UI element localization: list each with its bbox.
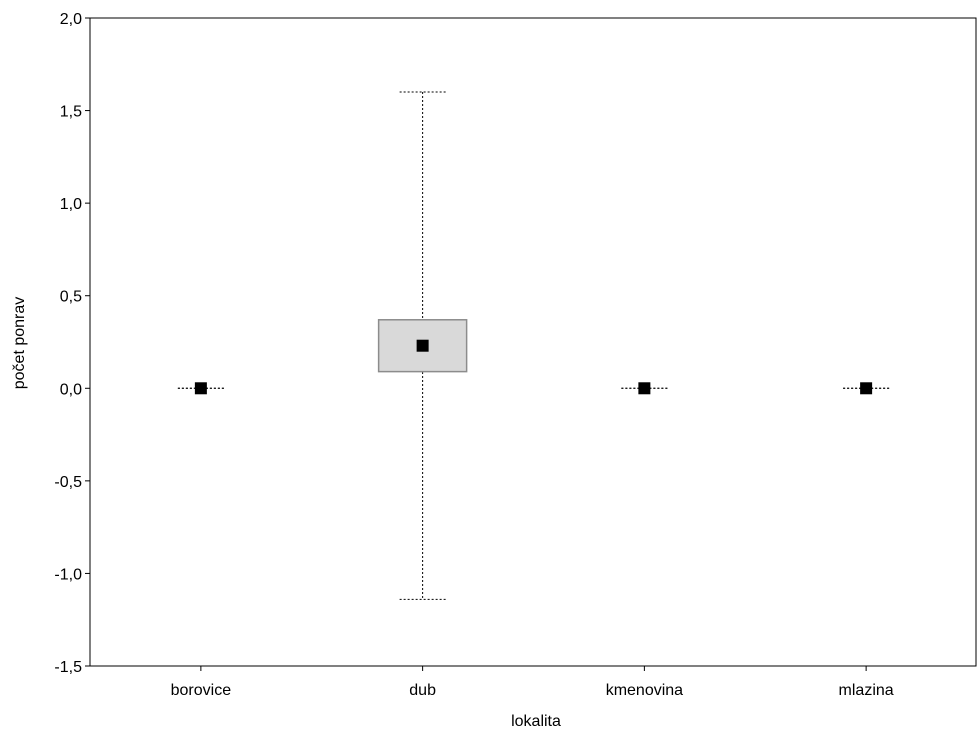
plot-area: -1,5 -1,0 -0,5 0,0 0,5 1,0 1,5 2,0 borovice dub km…: [54, 11, 977, 699]
mean-marker-kmenovina: [638, 382, 651, 395]
box-dub: [377, 319, 468, 373]
x-tick-label: borovice: [171, 682, 232, 699]
x-tick-label: kmenovina: [606, 682, 683, 699]
y-axis-title: počet ponrav: [11, 297, 28, 390]
y-tick-label: 1,5: [60, 104, 82, 121]
y-tick-label: -1,0: [54, 566, 82, 583]
y-tick-label: -0,5: [54, 474, 82, 491]
mean-marker-borovice: [194, 382, 207, 395]
plot-frame: [89, 17, 977, 667]
y-tick-label: 0,5: [60, 289, 82, 306]
x-axis-title: lokalita: [511, 713, 561, 730]
y-tick-label: 2,0: [60, 11, 82, 28]
x-tick-label: dub: [409, 682, 436, 699]
y-tick-label: 1,0: [60, 196, 82, 213]
y-tick-label: 0,0: [60, 381, 82, 398]
mean-marker-mlazina: [860, 382, 873, 395]
mean-marker-dub: [416, 339, 429, 352]
y-tick-label: -1,5: [54, 659, 82, 676]
x-tick-label: mlazina: [839, 682, 894, 699]
